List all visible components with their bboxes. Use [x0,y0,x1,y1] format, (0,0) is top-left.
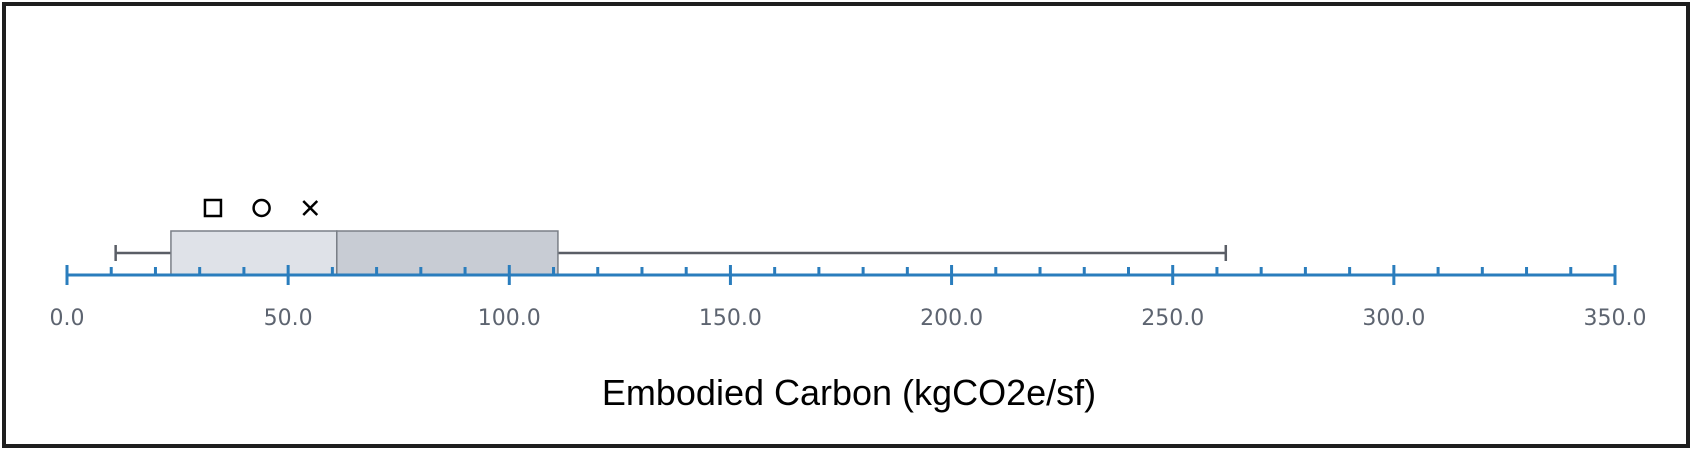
x-tick-label: 300.0 [1362,306,1425,331]
marker-layer [203,198,319,218]
box-layer [114,230,1228,276]
x-tick-label: 100.0 [478,306,541,331]
chart-frame [2,2,1690,448]
square-marker [203,198,223,218]
x-tick-label: 250.0 [1141,306,1204,331]
x-tick-label: 350.0 [1584,306,1647,331]
x-tick-label: 0.0 [50,306,85,331]
x-tick-label: 200.0 [920,306,983,331]
x-tick-label: 150.0 [699,306,762,331]
box-upper-half [336,230,559,276]
x-axis-title: Embodied Carbon (kgCO2e/sf) [602,372,1096,413]
x-axis: 0.0 50.0 100.0 150.0 200.0 250.0 300.0 350.0 [50,265,1647,331]
x-tick-label: 50.0 [264,306,313,331]
box-lower-half [170,230,338,276]
cross-marker [302,200,319,216]
circle-marker [252,198,271,218]
